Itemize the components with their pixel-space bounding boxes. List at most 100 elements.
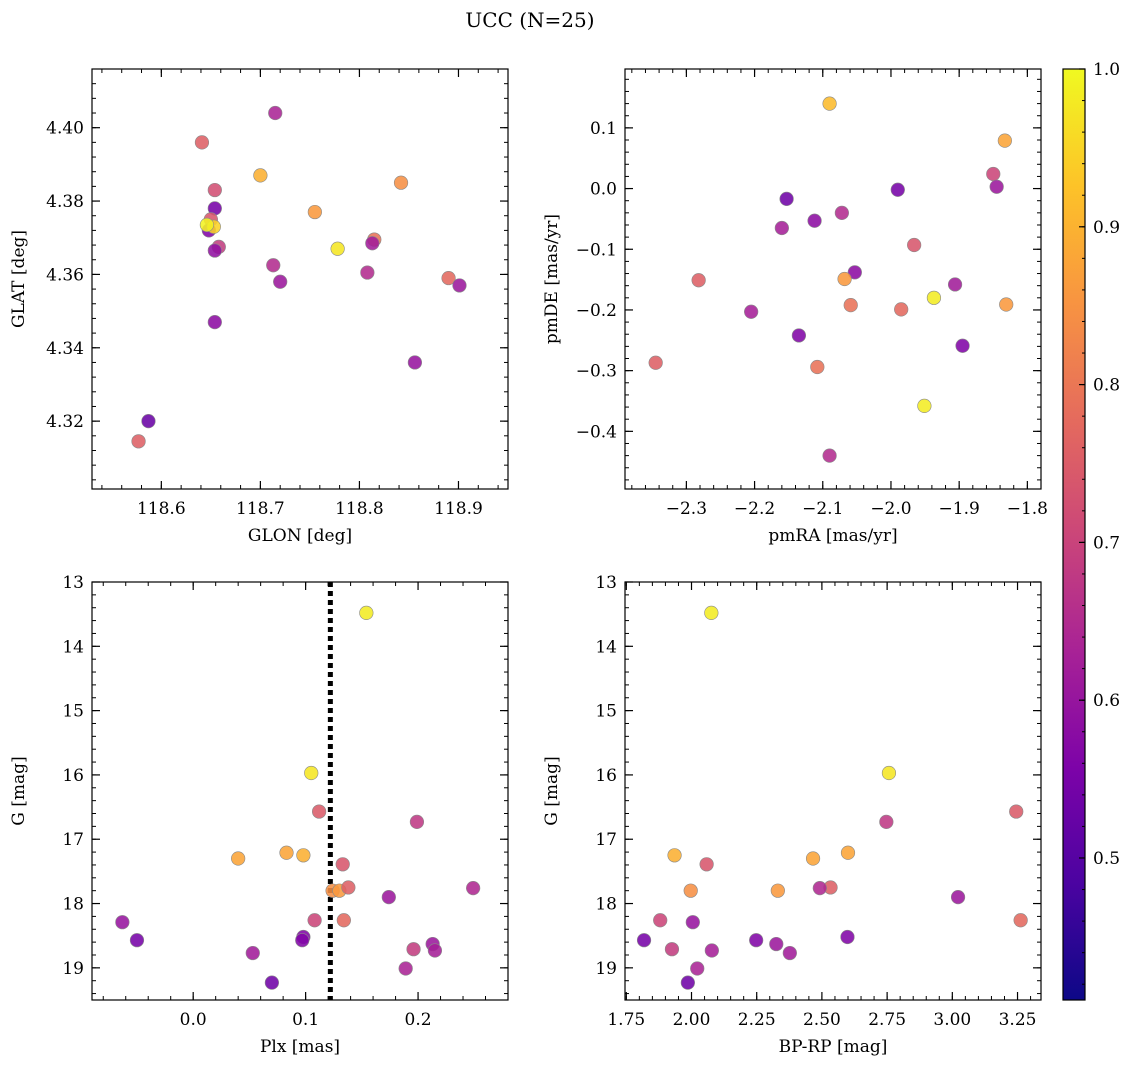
axes-frame	[91, 581, 509, 1001]
data-point	[115, 915, 130, 930]
y-tick-label: 4.38	[46, 192, 84, 212]
x-tick-label: −2.0	[870, 499, 911, 519]
data-point	[295, 933, 310, 948]
data-point	[398, 961, 413, 976]
data-point	[690, 961, 705, 976]
colorbar-tick-label: 0.8	[1093, 376, 1120, 396]
data-point	[336, 913, 351, 928]
data-point	[452, 278, 467, 293]
y-tick-label: −0.1	[576, 240, 617, 260]
data-point	[840, 929, 855, 945]
data-point	[704, 605, 719, 620]
data-point	[822, 96, 837, 111]
data-point	[360, 265, 375, 280]
data-point	[141, 414, 156, 429]
data-point	[879, 814, 894, 829]
data-point	[805, 851, 821, 866]
data-point	[955, 338, 970, 353]
data-point	[812, 881, 827, 896]
data-point	[194, 135, 210, 150]
points	[115, 605, 481, 990]
x-tick-label: 2.50	[803, 1010, 841, 1030]
y-tick-label: 14	[595, 637, 617, 657]
x-tick-label: 118.7	[236, 499, 285, 519]
x-tick-label: −2.1	[802, 499, 843, 519]
data-point	[312, 804, 327, 819]
data-point	[770, 883, 785, 898]
data-point	[947, 277, 963, 292]
data-point	[749, 933, 764, 948]
x-axis-label: pmRA [mas/yr]	[768, 526, 897, 546]
y-tick-label: −0.3	[576, 362, 617, 382]
data-point	[409, 814, 425, 829]
data-point	[807, 213, 822, 228]
data-point	[680, 975, 695, 990]
colorbar-gradient	[1062, 68, 1086, 1001]
y-tick-label: 19	[62, 959, 84, 979]
data-point	[907, 237, 922, 253]
y-axis-label: G [mag]	[542, 756, 562, 825]
data-point	[466, 881, 481, 896]
colorbar-tick-label: 0.7	[1093, 533, 1120, 553]
x-tick-label: 3.00	[933, 1010, 971, 1030]
data-point	[279, 845, 294, 860]
data-point	[950, 890, 966, 905]
x-tick-label: 2.25	[738, 1010, 776, 1030]
points	[131, 105, 467, 449]
y-tick-label: 16	[62, 766, 84, 786]
data-point	[231, 851, 246, 866]
data-point	[779, 191, 794, 206]
data-point	[359, 605, 374, 620]
y-tick-label: 13	[595, 573, 617, 593]
figure-title: UCC (N=25)	[465, 8, 594, 32]
x-axis-label: Plx [mas]	[260, 1037, 340, 1057]
data-point	[441, 270, 456, 286]
x-tick-label: 2.75	[868, 1010, 906, 1030]
data-point	[653, 913, 668, 928]
data-point	[691, 273, 706, 288]
data-point	[264, 975, 279, 990]
y-tick-label: −0.2	[576, 301, 617, 321]
data-point	[406, 942, 421, 957]
x-tick-label: 3.25	[999, 1010, 1037, 1030]
data-point	[381, 890, 396, 905]
y-tick-label: 4.32	[46, 412, 84, 432]
data-point	[782, 945, 797, 961]
y-tick-label: 15	[595, 702, 617, 722]
data-point	[330, 241, 345, 256]
points	[648, 96, 1014, 463]
y-axis-label: pmDE [mas/yr]	[542, 214, 562, 344]
data-point	[304, 765, 319, 781]
colorbar-tick-label: 0.9	[1093, 218, 1120, 238]
y-tick-label: 13	[62, 573, 84, 593]
data-point	[667, 848, 682, 863]
y-tick-label: 4.40	[46, 119, 84, 139]
data-point	[894, 302, 909, 317]
data-point	[199, 217, 214, 232]
data-point	[273, 274, 288, 289]
minor-ticks	[625, 69, 1042, 489]
panel-1: 118.6 118.7 118.8 118.9 4.32 4.34 4.36 4.38 4.40…	[9, 68, 509, 546]
data-point	[840, 845, 856, 860]
x-tick-label: 0.0	[180, 1010, 207, 1030]
data-point	[207, 243, 222, 258]
y-tick-label: 4.34	[46, 339, 84, 359]
panel-4: 1.75 2.00 2.25 2.50 2.75 3.00 3.25 13 14 15 16 17 18…	[542, 573, 1042, 1057]
data-point	[704, 943, 719, 958]
data-point	[335, 857, 350, 872]
x-tick-label: −1.9	[939, 499, 980, 519]
x-tick-label: 118.6	[137, 499, 186, 519]
x-tick-label: 2.00	[673, 1010, 711, 1030]
data-point	[999, 297, 1014, 312]
data-point	[129, 933, 145, 948]
data-point	[636, 933, 652, 948]
data-point	[131, 434, 146, 449]
data-point	[791, 328, 807, 343]
y-tick-label: 18	[62, 895, 84, 915]
data-point	[207, 182, 222, 198]
data-point	[268, 105, 283, 121]
x-tick-label: 118.8	[335, 499, 384, 519]
x-tick-label: −2.2	[734, 499, 775, 519]
y-tick-label: 19	[595, 959, 617, 979]
